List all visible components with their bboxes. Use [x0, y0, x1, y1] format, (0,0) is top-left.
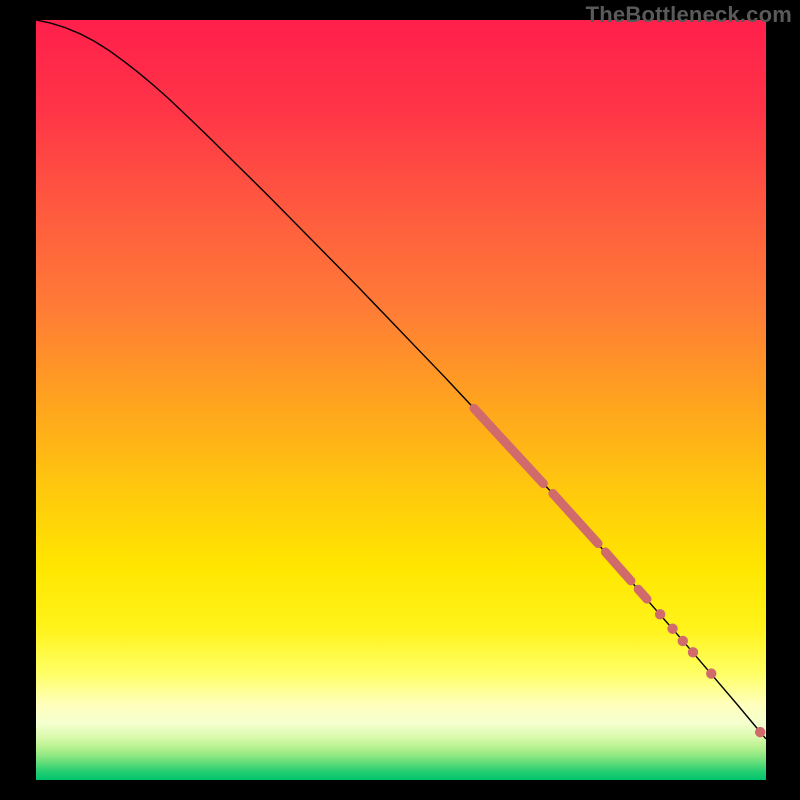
watermark-text: TheBottleneck.com [586, 2, 792, 28]
gradient-panel [36, 20, 766, 780]
marker-dot [678, 636, 688, 646]
marker-dot [667, 624, 677, 634]
marker-dot [688, 647, 698, 657]
marker-dot [706, 668, 716, 678]
marker-dot [655, 609, 665, 619]
marker-dot [755, 727, 765, 737]
chart-stage: TheBottleneck.com [0, 0, 800, 800]
chart-svg [0, 0, 800, 800]
